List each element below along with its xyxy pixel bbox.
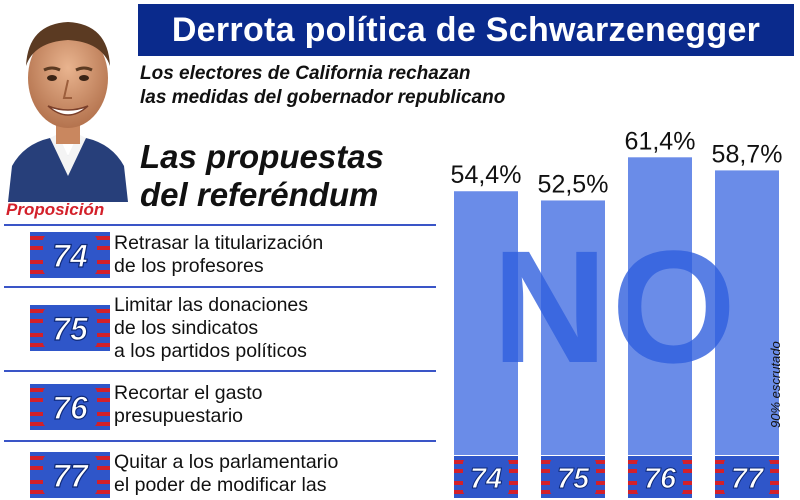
category-badge-77: 77 — [715, 456, 779, 498]
proposition-label: Proposición — [6, 200, 105, 219]
proposition-description: Recortar el gasto presupuestario — [114, 382, 263, 428]
divider — [4, 440, 436, 442]
category-badge-74: 74 — [454, 456, 518, 498]
value-label-77: 58,7% — [712, 140, 783, 168]
heading-line: Las propuestas — [140, 138, 384, 175]
proposition-line: Quitar a los parlamentario — [114, 451, 339, 473]
subtitle-line: Los electores de California rechazan — [140, 63, 471, 84]
divider — [4, 224, 436, 226]
proposition-badge-75: 75 — [30, 305, 110, 351]
bar-75 — [541, 200, 605, 455]
category-label-76: 76 — [644, 463, 677, 495]
category-badge-76: 76 — [628, 456, 692, 498]
divider — [4, 286, 436, 288]
scrutiny-note: 90% escrutado — [768, 341, 783, 428]
value-label-76: 61,4% — [625, 130, 696, 155]
proposition-badge-77: 77 — [30, 452, 110, 498]
proposition-description: Limitar las donaciones de los sindicatos… — [114, 294, 308, 363]
proposition-badge-74: 74 — [30, 232, 110, 278]
proposition-badge-76: 76 — [30, 384, 110, 430]
proposition-line: Limitar las donaciones — [114, 294, 309, 316]
no-overlay-text: NO — [492, 217, 740, 396]
bars-layer — [454, 157, 779, 456]
bar-76 — [628, 157, 692, 455]
category-label-77: 77 — [731, 463, 765, 495]
bar-77 — [715, 170, 779, 456]
proposition-line: de los sindicatos — [114, 317, 259, 339]
category-badges-layer: 74 75 76 77 — [454, 456, 779, 498]
value-labels-layer: 54,4% 52,5% 61,4% 58,7% — [451, 130, 783, 198]
category-badge-75: 75 — [541, 456, 605, 498]
page-title: Derrota política de Schwarzenegger — [138, 4, 794, 56]
proposition-description: Retrasar la titularización de los profes… — [114, 232, 323, 278]
portrait-photo — [8, 22, 128, 202]
divider — [4, 370, 436, 372]
category-label-74: 74 — [470, 463, 502, 495]
badge-number: 76 — [52, 390, 88, 426]
proposition-line: presupuestario — [114, 405, 243, 427]
subtitle-line: las medidas del gobernador republicano — [140, 87, 506, 108]
value-label-74: 54,4% — [451, 161, 522, 189]
category-label-75: 75 — [557, 463, 590, 495]
bar-74 — [454, 191, 518, 455]
results-bar-chart: NO 54,4% 52,5% 61,4% 58,7% 74 75 76 77 — [451, 130, 783, 498]
proposition-line: de los profesores — [114, 255, 264, 277]
proposition-line: Retrasar la titularización — [114, 232, 324, 254]
section-heading: Las propuestas del referéndum — [140, 138, 384, 214]
proposition-line: a los partidos políticos — [114, 340, 307, 362]
proposition-line: Recortar el gasto — [114, 382, 263, 404]
badge-number: 77 — [52, 458, 90, 494]
proposition-line: el poder de modificar las — [114, 474, 327, 496]
proposition-description: Quitar a los parlamentario el poder de m… — [114, 451, 338, 497]
value-label-75: 52,5% — [538, 170, 609, 198]
badge-number: 75 — [52, 311, 89, 347]
heading-line: del referéndum — [140, 176, 379, 213]
subtitle: Los electores de California rechazan las… — [140, 62, 505, 110]
badge-number: 74 — [52, 238, 88, 274]
